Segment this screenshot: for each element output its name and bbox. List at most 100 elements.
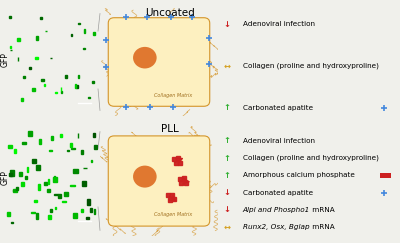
Text: Carbonated apatite: Carbonated apatite (243, 104, 313, 111)
Bar (36, 165, 40, 170)
Bar (36, 213, 38, 219)
Bar (73, 213, 77, 218)
Text: mRNA: mRNA (310, 224, 334, 230)
Bar (94, 145, 97, 149)
Bar (41, 79, 44, 81)
FancyBboxPatch shape (108, 18, 210, 106)
Bar (70, 143, 72, 147)
Bar (78, 75, 79, 78)
Text: Collagen (proline and hydroxyproline): Collagen (proline and hydroxyproline) (243, 155, 379, 161)
Bar (55, 92, 58, 93)
Bar (64, 192, 68, 196)
Bar (71, 148, 75, 149)
Bar (32, 159, 36, 163)
Bar (31, 212, 36, 213)
Bar (81, 150, 83, 154)
Bar (38, 184, 40, 190)
Bar (48, 215, 50, 219)
Text: Amorphous calcium phosphate: Amorphous calcium phosphate (243, 172, 355, 178)
Bar (9, 174, 12, 176)
Bar (28, 131, 32, 136)
Bar (60, 134, 62, 138)
Text: Carbonated apatite: Carbonated apatite (243, 190, 313, 196)
Text: ↑: ↑ (224, 154, 231, 163)
Bar (53, 177, 57, 182)
Bar (23, 76, 25, 78)
Bar (94, 209, 95, 214)
Bar (14, 149, 16, 153)
Bar (22, 142, 26, 144)
Bar (50, 209, 52, 212)
Circle shape (133, 165, 157, 188)
Text: Adenoviral infection: Adenoviral infection (243, 138, 315, 144)
Bar (47, 189, 50, 192)
Bar (11, 222, 13, 223)
Bar (54, 194, 58, 195)
Bar (27, 167, 28, 172)
Text: Adenoviral infection: Adenoviral infection (243, 21, 315, 27)
Bar (40, 17, 42, 19)
Text: Alpl and Phospho1: Alpl and Phospho1 (243, 207, 310, 213)
Bar (83, 48, 85, 49)
Bar (36, 57, 38, 59)
Bar (13, 190, 16, 191)
Bar (87, 199, 90, 205)
Bar (88, 97, 90, 98)
Bar (13, 189, 17, 191)
Bar (75, 85, 76, 88)
Bar (86, 217, 89, 219)
Bar (39, 139, 41, 144)
Bar (60, 87, 62, 91)
Bar (51, 136, 53, 140)
Bar (29, 67, 31, 69)
Bar (10, 170, 14, 175)
Bar (8, 145, 12, 148)
Bar (58, 194, 61, 198)
Bar (7, 212, 10, 216)
Bar (61, 91, 62, 93)
Bar (25, 176, 27, 179)
Bar (44, 31, 47, 32)
Bar (19, 172, 22, 176)
Text: Uncoated: Uncoated (145, 8, 195, 18)
Bar (82, 181, 86, 186)
Bar (9, 16, 11, 18)
Bar (92, 81, 94, 83)
Bar (49, 150, 52, 151)
Bar (32, 88, 35, 91)
Bar (34, 200, 37, 202)
Bar (65, 75, 67, 78)
Bar (380, 173, 391, 178)
Bar (48, 180, 49, 183)
Text: PLL: PLL (161, 124, 179, 134)
Text: mRNA: mRNA (310, 207, 335, 213)
Bar (10, 50, 12, 51)
Bar (44, 84, 45, 86)
Text: ↓: ↓ (224, 188, 231, 197)
Text: ↔: ↔ (224, 223, 231, 232)
Bar (54, 176, 56, 178)
Bar (62, 200, 66, 202)
Bar (67, 150, 69, 151)
Text: Collagen (proline and hydroxyproline): Collagen (proline and hydroxyproline) (243, 63, 379, 69)
Bar (21, 98, 23, 101)
Bar (78, 23, 80, 24)
Text: Runx2, Osx, Bglap: Runx2, Osx, Bglap (243, 224, 310, 230)
Text: ↔: ↔ (224, 61, 231, 70)
Text: Collagen Matrix: Collagen Matrix (154, 93, 192, 98)
Bar (93, 133, 95, 137)
Bar (91, 160, 92, 162)
Bar (90, 208, 92, 212)
Text: ↓: ↓ (224, 20, 231, 29)
Bar (18, 38, 20, 41)
Bar (81, 209, 83, 212)
Bar (74, 169, 78, 173)
Bar (16, 187, 18, 190)
Text: ↑: ↑ (224, 171, 231, 180)
Bar (71, 34, 72, 36)
FancyBboxPatch shape (108, 136, 210, 226)
Text: ↓: ↓ (224, 205, 231, 214)
Bar (10, 46, 11, 48)
Bar (22, 182, 24, 186)
Circle shape (133, 47, 157, 69)
